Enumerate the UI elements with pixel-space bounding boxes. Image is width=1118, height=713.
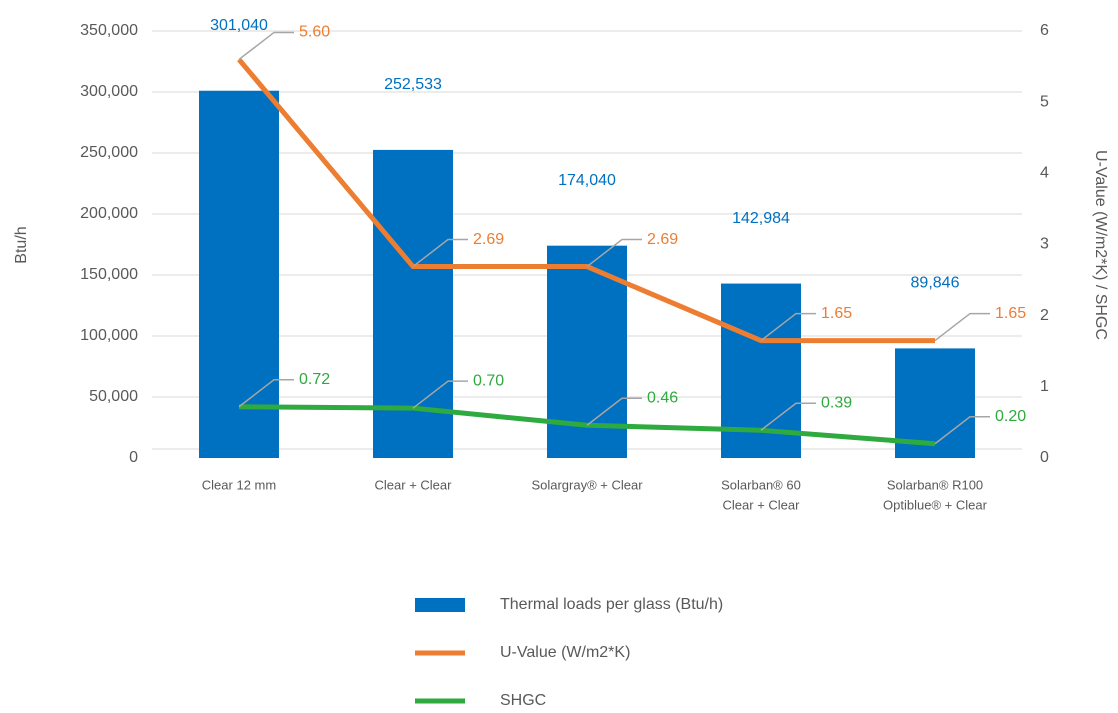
data-label: 5.60 (299, 24, 330, 41)
data-label: 2.69 (473, 231, 504, 248)
leader-line (238, 379, 294, 408)
data-label: 1.65 (995, 305, 1026, 322)
data-label: 0.20 (995, 408, 1026, 425)
x-tick-label: Clear + Clear (375, 477, 453, 492)
data-label: 301,040 (210, 17, 268, 34)
y-tick-label: 200,000 (80, 205, 138, 222)
y-tick-label: 0 (129, 449, 138, 466)
leader-line (934, 312, 990, 342)
leader-line (238, 31, 294, 61)
data-label: 174,040 (558, 172, 616, 189)
leader-line (760, 312, 816, 342)
x-tick-label: Solargray® + Clear (531, 477, 643, 492)
data-label: 0.39 (821, 394, 852, 411)
leader-line (586, 397, 642, 426)
data-label: 252,533 (384, 76, 442, 93)
data-label: 1.65 (821, 305, 852, 322)
x-tick-label: Solarban® R100 (887, 477, 983, 492)
data-label: 89,846 (911, 275, 960, 292)
y-tick-label: 150,000 (80, 266, 138, 283)
y2-tick-label: 5 (1040, 93, 1049, 110)
y-tick-label: 50,000 (89, 388, 138, 405)
y2-tick-label: 6 (1040, 22, 1049, 39)
y2-tick-label: 2 (1040, 307, 1049, 324)
x-tick-label: Optiblue® + Clear (883, 497, 988, 512)
x-tick-label: Clear 12 mm (202, 477, 276, 492)
data-label: 142,984 (732, 210, 790, 227)
legend-label: U-Value (W/m2*K) (500, 644, 630, 661)
y-tick-label: 350,000 (80, 22, 138, 39)
x-tick-label: Solarban® 60 (721, 477, 801, 492)
y-tick-label: 100,000 (80, 327, 138, 344)
data-label: 0.46 (647, 389, 678, 406)
leader-line (760, 402, 816, 431)
y2-tick-label: 3 (1040, 236, 1049, 253)
y2-axis-label: U-Value (W/m2*K) / SHGC (1092, 150, 1109, 340)
y2-tick-label: 4 (1040, 165, 1049, 182)
legend-label: SHGC (500, 692, 546, 709)
y-tick-label: 250,000 (80, 144, 138, 161)
legend-label: Thermal loads per glass (Btu/h) (500, 596, 723, 613)
leader-line (934, 416, 990, 445)
data-label: 2.69 (647, 231, 678, 248)
y2-tick-label: 0 (1040, 449, 1049, 466)
data-label: 0.72 (299, 371, 330, 388)
x-tick-label: Clear + Clear (723, 497, 801, 512)
legend-swatch (415, 598, 465, 612)
leader-line (412, 380, 468, 409)
leader-line (586, 238, 642, 268)
y2-tick-label: 1 (1040, 378, 1049, 395)
bar (199, 90, 279, 458)
data-label: 0.70 (473, 372, 504, 389)
y-axis-label: Btu/h (13, 226, 30, 263)
leader-line (412, 238, 468, 268)
line (237, 57, 935, 344)
y-tick-label: 300,000 (80, 83, 138, 100)
